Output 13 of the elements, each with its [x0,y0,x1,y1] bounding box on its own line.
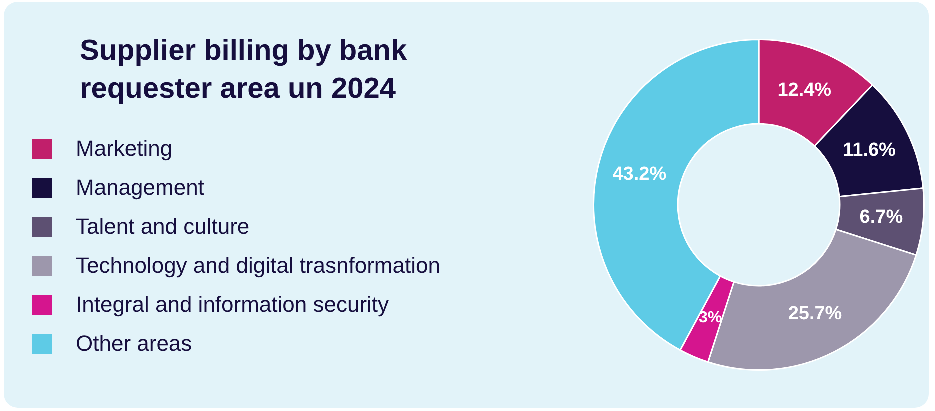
legend-label: Other areas [76,331,192,357]
data-label: 11.6% [843,140,896,161]
legend-label: Management [76,175,204,201]
data-label: 3% [699,310,722,327]
legend-label: Technology and digital trasnformation [76,253,440,279]
legend-label: Marketing [76,136,173,162]
data-label: 43.2% [612,164,667,186]
legend-label: Talent and culture [76,214,250,240]
legend-label: Integral and information security [76,292,390,318]
text: Supplier billing by bank requester area un 2024 [80,34,408,107]
data-label: 6.7% [860,207,904,228]
data-label: 25.7% [788,304,842,325]
data-label: 12.4% [778,80,832,101]
